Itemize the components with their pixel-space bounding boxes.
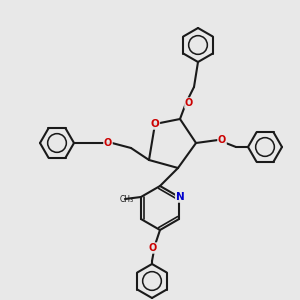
Text: O: O (151, 119, 159, 129)
Text: CH₃: CH₃ (120, 194, 134, 203)
Text: O: O (149, 243, 157, 253)
Text: N: N (176, 192, 184, 202)
Text: O: O (185, 98, 193, 108)
Text: O: O (104, 138, 112, 148)
Text: O: O (218, 135, 226, 145)
